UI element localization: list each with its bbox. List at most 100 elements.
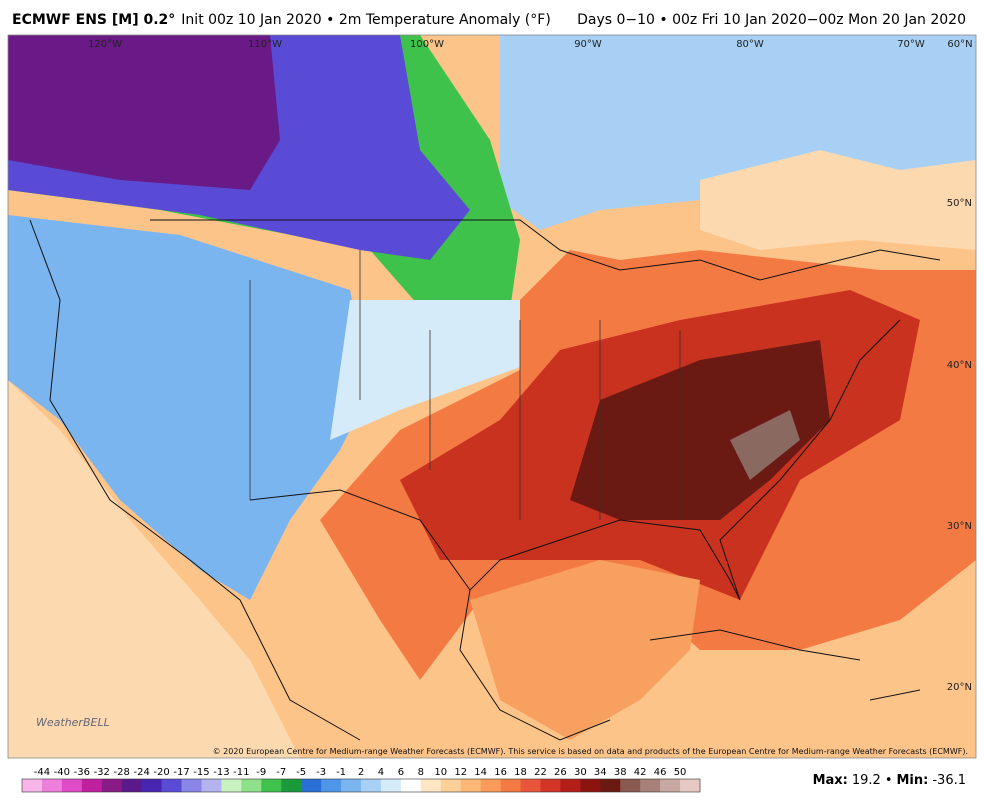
color-swatch: [301, 779, 322, 792]
colorbar-label: 14: [474, 767, 487, 778]
boundaries: [29, 219, 941, 741]
lat-label: 30°N: [947, 521, 972, 532]
lat-label: 40°N: [947, 360, 972, 371]
colorbar-label: 38: [614, 767, 627, 778]
colorbar-label: -3: [316, 767, 326, 778]
colorbar-label: -20: [153, 767, 169, 778]
lat-label: 50°N: [947, 198, 972, 209]
color-swatch: [620, 779, 641, 792]
colorbar-label: -24: [133, 767, 149, 778]
mexico-coast: [459, 589, 611, 741]
colorbar-label: -40: [54, 767, 70, 778]
caribbean: [649, 629, 921, 701]
title-model: ECMWF ENS [M] 0.2°: [12, 12, 175, 28]
color-swatch: [341, 779, 362, 792]
colorbar-label: -28: [114, 767, 130, 778]
field-core: [570, 340, 830, 520]
colorbar-label: -44: [34, 767, 50, 778]
colorbar-label: -13: [213, 767, 229, 778]
colorbar-frame: [21, 778, 701, 793]
state-lines: [249, 250, 681, 520]
color-swatch: [480, 779, 502, 792]
field-gulf: [470, 560, 700, 740]
lon-label: 80°W: [736, 39, 764, 50]
color-swatch: [460, 779, 482, 792]
title-detail: Init 00z 10 Jan 2020 • 2m Temperature An…: [181, 12, 551, 28]
color-swatch: [41, 779, 63, 792]
colorbar-label: 18: [514, 767, 527, 778]
title: ECMWF ENS [M] 0.2° Init 00z 10 Jan 2020 •…: [12, 12, 551, 28]
color-swatch: [660, 779, 681, 792]
colorbar-label: 6: [398, 767, 404, 778]
logo: WeatherBELL: [36, 716, 110, 729]
colorbar-label: -36: [74, 767, 90, 778]
northern-border: [150, 219, 941, 281]
colorbar-label: 16: [494, 767, 507, 778]
color-swatch: [221, 779, 242, 792]
color-swatch: [400, 779, 422, 792]
field-purple: [8, 35, 280, 190]
colorbar-label: 22: [534, 767, 547, 778]
colorbar-label: 50: [674, 767, 687, 778]
colorbar-label: -9: [256, 767, 266, 778]
lat-label: 20°N: [947, 682, 972, 693]
color-swatch: [640, 779, 661, 792]
field-pacific: [8, 380, 300, 758]
colorbar-label: -32: [94, 767, 110, 778]
field-west-cold: [8, 215, 370, 600]
colorbar-label: -15: [193, 767, 209, 778]
lon-label: 70°W: [897, 39, 925, 50]
period: Days 0−10 • 00z Fri 10 Jan 2020−00z Mon …: [577, 12, 966, 28]
colorbar-label: 34: [594, 767, 607, 778]
color-swatch: [321, 779, 342, 792]
color-swatch: [81, 779, 103, 792]
color-swatch: [121, 779, 143, 792]
min-value: -36.1: [932, 773, 966, 788]
lon-label: 90°W: [574, 39, 602, 50]
colorbar-label: 10: [434, 767, 447, 778]
color-swatch: [540, 779, 561, 792]
color-swatch: [181, 779, 202, 792]
colorbar-label: -17: [173, 767, 189, 778]
colorbar-label: 46: [654, 767, 667, 778]
colorbar-label: -7: [276, 767, 286, 778]
stats: Max: 19.2 • Min: -36.1: [813, 773, 966, 788]
color-swatch: [560, 779, 581, 792]
lon-label: 100°W: [410, 39, 444, 50]
color-swatch: [580, 779, 601, 792]
west-coast: [29, 219, 361, 741]
southern-coast: [249, 319, 901, 601]
color-swatch: [22, 779, 43, 792]
field-max: [730, 410, 800, 480]
color-swatch: [201, 779, 222, 792]
color-swatch: [141, 779, 163, 792]
map-frame: [7, 34, 977, 759]
colorbar-label: 42: [634, 767, 647, 778]
field-quebec: [700, 150, 976, 250]
colorbar: -44 -40 -36 -32 -28 -24 -20 -17 -15 -13 -11 -9 -7 -5-…: [21, 767, 701, 793]
credit: © 2020 European Centre for Medium-range …: [213, 747, 968, 756]
colorbar-label: -5: [296, 767, 306, 778]
color-swatch: [281, 779, 302, 792]
max-value: 19.2: [852, 773, 881, 788]
lon-label: 120°W: [88, 39, 122, 50]
lon-label: 110°W: [248, 39, 282, 50]
color-swatch: [261, 779, 282, 792]
color-swatch: [61, 779, 83, 792]
separator: •: [885, 773, 893, 788]
color-swatch: [380, 779, 402, 792]
colorbar-label: 8: [418, 767, 424, 778]
color-swatch: [361, 779, 382, 792]
min-label: Min:: [897, 773, 929, 788]
field-plains: [330, 300, 560, 440]
color-swatch: [680, 779, 701, 792]
color-swatch: [101, 779, 123, 792]
colorbar-label: 26: [554, 767, 567, 778]
color-swatch: [241, 779, 262, 792]
colorbar-label: 4: [378, 767, 384, 778]
colorbar-label: -11: [233, 767, 249, 778]
colorbar-label: 30: [574, 767, 587, 778]
color-swatch: [600, 779, 621, 792]
